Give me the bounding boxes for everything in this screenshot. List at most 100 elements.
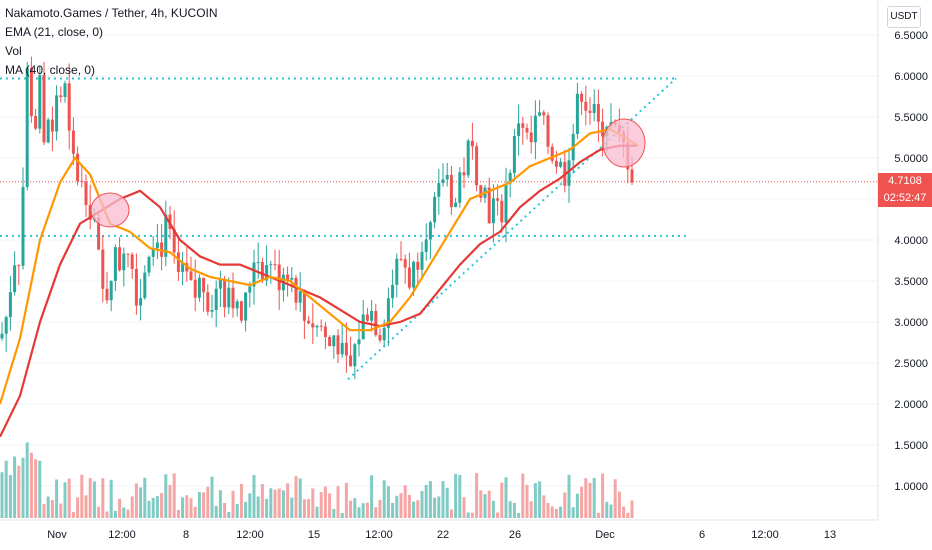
volume-bar <box>365 502 369 518</box>
volume-bar <box>491 500 495 518</box>
candle-body <box>155 242 159 249</box>
volume-bar <box>395 495 399 518</box>
candle-body <box>286 274 290 280</box>
candle-body <box>466 140 470 176</box>
volume-bar <box>42 504 46 518</box>
price-tick-label: 6.5000 <box>894 30 928 42</box>
candle-body <box>403 259 407 268</box>
candle-body <box>71 130 75 154</box>
volume-bar <box>298 478 302 518</box>
volume-bar <box>210 476 214 518</box>
time-tick-label: 13 <box>824 529 836 541</box>
volume-bar <box>424 484 428 518</box>
volume-bar <box>403 485 407 518</box>
candle-body <box>29 67 33 117</box>
ema-indicator-label[interactable]: EMA (21, close, 0) <box>5 25 104 39</box>
volume-bar <box>21 457 25 518</box>
trendlines[interactable] <box>347 77 677 381</box>
volume-bar <box>189 498 193 518</box>
ascending-trendline[interactable] <box>347 77 677 381</box>
candle-body <box>197 277 201 298</box>
volume-bar <box>399 493 403 518</box>
volume-bar <box>71 512 75 518</box>
volume-bar <box>504 477 508 518</box>
volume-bar <box>374 507 378 518</box>
volume-bar <box>269 488 273 518</box>
candle-body <box>42 75 46 143</box>
ma-indicator-label[interactable]: MA (40, close, 0) <box>5 63 96 77</box>
candle-body <box>84 181 88 205</box>
volume-bar <box>508 501 512 518</box>
volume-bar <box>542 495 546 518</box>
current-price-value: 4.7108 <box>888 175 922 187</box>
crossover-marker-1[interactable] <box>90 192 130 228</box>
volume-bar <box>554 508 558 518</box>
volume-indicator-label[interactable]: Vol <box>5 44 22 58</box>
volume-bar <box>412 501 416 518</box>
time-tick-label: 12:00 <box>365 529 393 541</box>
bar-countdown: 02:52:47 <box>883 192 927 204</box>
candle-body <box>227 287 231 308</box>
volume-bar <box>252 475 256 518</box>
time-tick-label: 6 <box>699 529 705 541</box>
time-axis[interactable]: Nov 12:00 8 12:00 15 12:00 22 26 Dec 6 12:00 13 <box>47 529 836 541</box>
candle-body <box>319 325 323 327</box>
volume-bar <box>151 497 155 518</box>
currency-selector[interactable]: USDT <box>887 6 921 28</box>
candle-body <box>101 249 105 289</box>
volume-bar <box>302 499 306 518</box>
volume-bar <box>588 482 592 518</box>
volume-bar <box>67 478 71 518</box>
volume-bar <box>605 501 609 518</box>
volume-bar <box>428 481 432 518</box>
circle-markers[interactable] <box>90 118 646 228</box>
volume-bar <box>626 512 630 518</box>
candle-body <box>592 104 596 113</box>
candle-body <box>176 252 180 272</box>
volume-bar <box>559 506 563 518</box>
volume-bar <box>483 494 487 518</box>
time-tick-label: 22 <box>437 529 449 541</box>
volume-bar <box>563 492 567 518</box>
candle-body <box>323 326 327 338</box>
volume-bar <box>349 500 353 518</box>
volume-bar <box>496 512 500 518</box>
volume-bar <box>286 483 290 518</box>
symbol-title[interactable]: Nakamoto.Games / Tether, 4h, KUCOIN <box>5 6 218 20</box>
volume-bar <box>479 490 483 518</box>
crossover-marker-2[interactable] <box>602 118 646 168</box>
volume-bar <box>185 495 189 518</box>
candle-body <box>496 198 500 201</box>
volume-bar <box>416 500 420 518</box>
time-tick-label: 26 <box>509 529 521 541</box>
candle-body <box>525 127 529 133</box>
volume-bar <box>512 503 516 518</box>
volume-bar <box>88 478 92 518</box>
candle-body <box>546 115 550 147</box>
candle-body <box>214 288 218 310</box>
volume-bar <box>139 487 143 518</box>
candle-body <box>391 284 395 299</box>
volume-bar <box>433 497 437 518</box>
volume-bar <box>525 484 529 518</box>
price-axis[interactable]: 6.50006.00005.50005.00004.50004.00003.50… <box>894 30 928 493</box>
candle-body <box>34 116 38 129</box>
candle-body <box>454 202 458 208</box>
volume-bar <box>55 479 59 518</box>
volume-bar <box>248 493 252 518</box>
price-tick-label: 4.0000 <box>894 235 928 247</box>
volume-bar <box>235 504 239 518</box>
candle-body <box>479 185 483 198</box>
volume-bar <box>575 493 579 518</box>
volume-bar <box>466 512 470 518</box>
candle-body <box>395 258 399 285</box>
candle-body <box>441 179 445 184</box>
candle-body <box>437 183 441 197</box>
time-tick-label: 12:00 <box>108 529 136 541</box>
volume-bar <box>622 506 626 518</box>
candle-body <box>122 253 126 271</box>
candle-body <box>344 342 348 356</box>
price-tick-label: 1.0000 <box>894 481 928 493</box>
